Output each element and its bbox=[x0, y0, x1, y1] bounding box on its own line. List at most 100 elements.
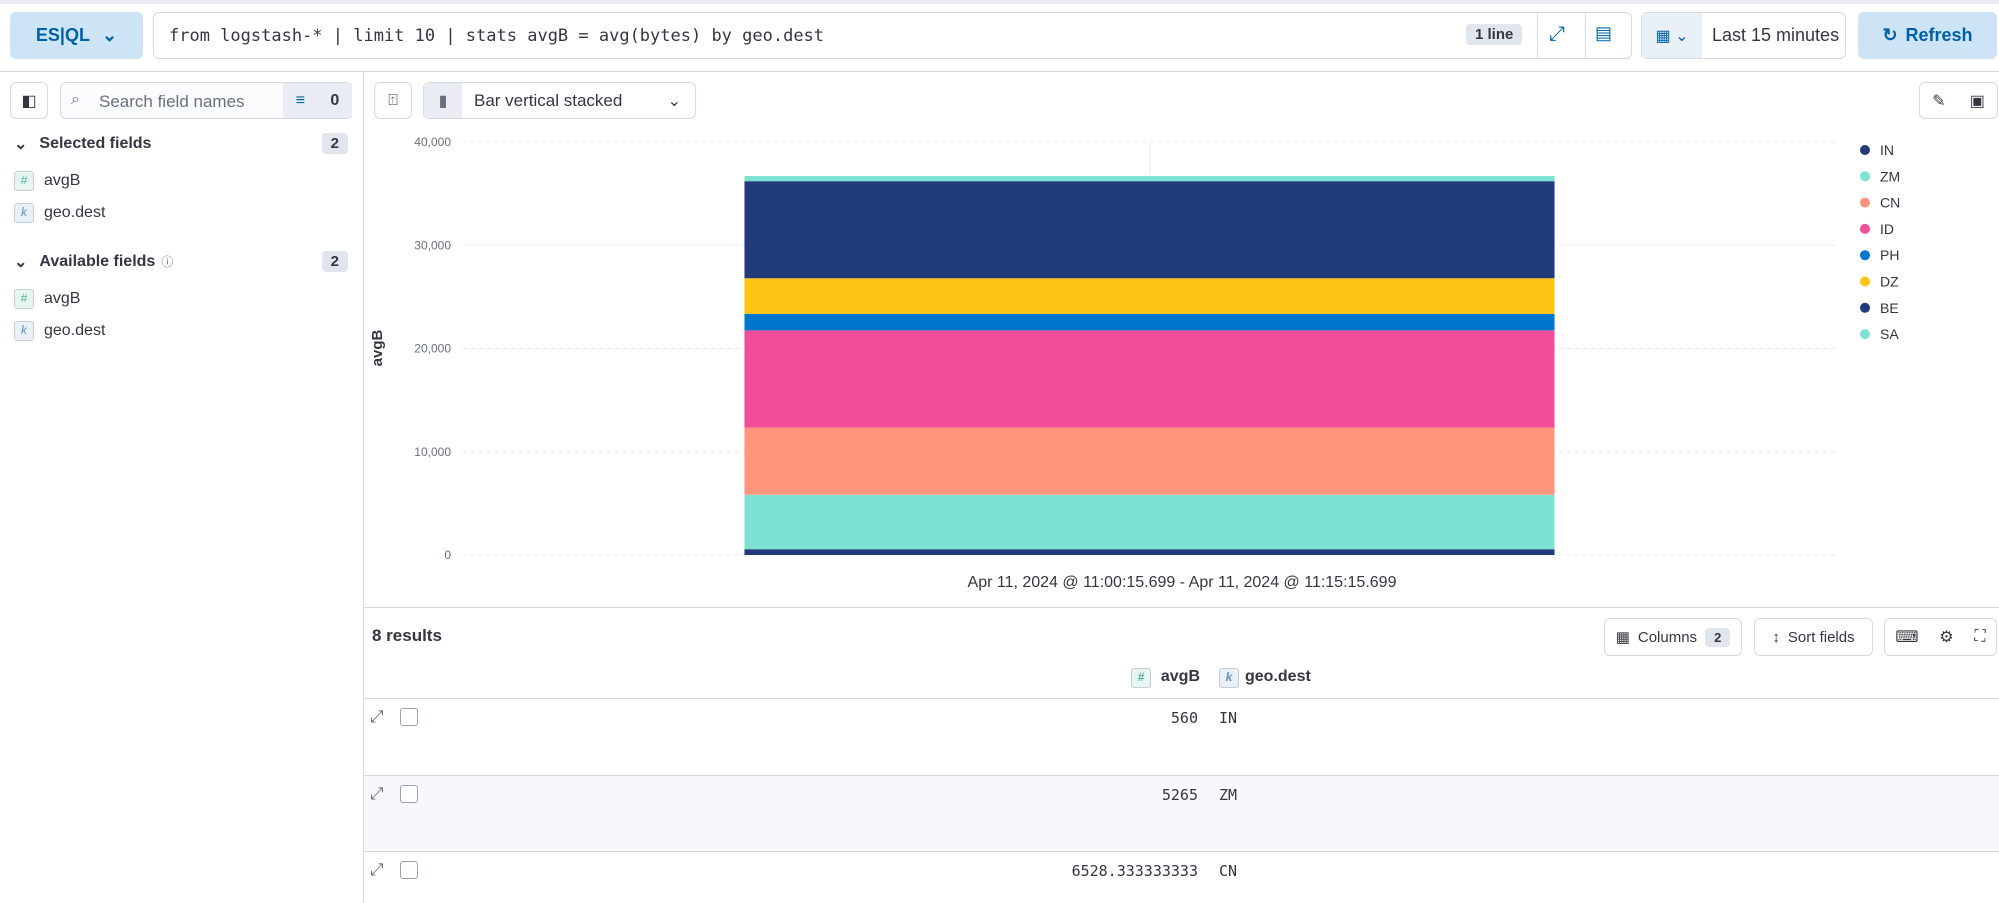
keyboard-icon[interactable]: ⌨ bbox=[1895, 629, 1919, 646]
section-count: 2 bbox=[321, 251, 348, 272]
field-item[interactable]: k geo.dest bbox=[14, 321, 105, 341]
legend-label: IN bbox=[1880, 142, 1894, 158]
save-icon[interactable]: ▣ bbox=[1969, 92, 1985, 110]
top-edge bbox=[0, 0, 1999, 4]
refresh-button[interactable]: ↻ Refresh bbox=[1858, 12, 1997, 59]
divider bbox=[364, 607, 1999, 608]
y-tick-label: 30,000 bbox=[414, 238, 451, 252]
table-row: ⤢ 6528.333333333 CN bbox=[364, 851, 1999, 903]
field-item[interactable]: # avgB bbox=[14, 171, 80, 191]
y-tick-label: 20,000 bbox=[414, 342, 451, 356]
settings-icon[interactable]: ⚙ bbox=[1939, 629, 1954, 646]
language: ES|QL bbox=[35, 25, 90, 45]
section-title: Selected fields bbox=[39, 134, 152, 152]
legend-label: PH bbox=[1880, 247, 1899, 263]
section-count: 2 bbox=[321, 133, 348, 154]
bar-segment bbox=[744, 427, 1555, 495]
expand-row[interactable]: ⤢ bbox=[370, 783, 384, 803]
field-type: # bbox=[1130, 668, 1151, 688]
section-title: Available fields bbox=[39, 252, 156, 270]
legend-swatch bbox=[1860, 197, 1870, 208]
legend-label: BE bbox=[1880, 300, 1899, 316]
sort-label: Sort fields bbox=[1787, 628, 1855, 646]
legend-label: SA bbox=[1880, 326, 1899, 342]
refresh-label: Refresh bbox=[1905, 25, 1973, 45]
selected-fields-header[interactable]: ⌄ Selected fields 2 bbox=[14, 133, 348, 154]
date-picker[interactable]: ▦ ⌄ Last 15 minutes bbox=[1641, 12, 1846, 59]
columns-icon: ▦ bbox=[1615, 629, 1630, 646]
expand-icon[interactable]: ⤢ bbox=[1549, 23, 1565, 45]
field-type: # bbox=[14, 289, 34, 309]
sort-icon: ↕ bbox=[1772, 628, 1780, 646]
chevron: ⌄ bbox=[101, 25, 118, 45]
bar-segment bbox=[744, 278, 1555, 314]
edit-icon[interactable]: ✎ bbox=[1932, 92, 1946, 110]
row-checkbox[interactable] bbox=[400, 784, 418, 803]
search-icon: ⌕ bbox=[71, 91, 80, 108]
chevron: ⌄ bbox=[14, 253, 28, 271]
divider bbox=[0, 71, 1999, 72]
refresh-icon: ↻ bbox=[1882, 25, 1898, 45]
cell-geo-dest: IN bbox=[1219, 709, 1238, 727]
chevron: ⌄ bbox=[14, 135, 28, 153]
available-fields-header[interactable]: ⌄ Available fields ⓘ 2 bbox=[14, 251, 348, 272]
row-checkbox[interactable] bbox=[400, 708, 418, 726]
search-placeholder: Search field names bbox=[99, 92, 245, 111]
column-name: geo.dest bbox=[1245, 668, 1311, 685]
table-body: ⤢ 560 IN ⤢ 5265 ZM ⤢ 6528.333333333 CN bbox=[364, 698, 1999, 903]
chevron: ⌄ bbox=[667, 92, 681, 110]
filter-count: 0 bbox=[330, 91, 340, 109]
fullscreen-icon[interactable]: ⛶ bbox=[1974, 628, 1986, 645]
legend-label: DZ bbox=[1880, 274, 1899, 290]
column-header[interactable]: # avgB bbox=[1040, 668, 1200, 688]
chart-type-icon: ▮ bbox=[424, 83, 462, 118]
expand-row[interactable]: ⤢ bbox=[370, 707, 384, 726]
query-text: from logstash-* | limit 10 | stats avgB … bbox=[169, 26, 825, 46]
bar-segment bbox=[744, 494, 1555, 550]
divider bbox=[1585, 13, 1586, 58]
table-row: ⤢ 5265 ZM bbox=[364, 774, 1999, 852]
sort-button[interactable]: ↕ Sort fields bbox=[1754, 618, 1873, 656]
toggle-chart[interactable]: ⍐ bbox=[374, 82, 412, 119]
bar-segment bbox=[744, 330, 1555, 428]
column-name: avgB bbox=[1160, 668, 1200, 685]
field-search[interactable]: ⌕ Search field names ≡ 0 bbox=[60, 82, 352, 119]
docs-icon[interactable]: ▤ bbox=[1595, 23, 1613, 43]
chart-type: Bar vertical stacked bbox=[474, 90, 623, 110]
query-editor[interactable]: from logstash-* | limit 10 | stats avgB … bbox=[153, 12, 1632, 59]
field-type: k bbox=[14, 203, 34, 223]
calendar-icon[interactable]: ▦ ⌄ bbox=[1642, 13, 1702, 58]
language-button[interactable]: ES|QL ⌄ bbox=[10, 12, 143, 59]
field-item[interactable]: k geo.dest bbox=[14, 203, 105, 223]
time-range: Last 15 minutes bbox=[1712, 25, 1840, 45]
chart-type-select[interactable]: ▮ Bar vertical stacked ⌄ bbox=[423, 82, 696, 119]
legend-label: ZM bbox=[1880, 168, 1900, 184]
cell-avgB: 5265 bbox=[1161, 785, 1198, 804]
columns-label: Columns bbox=[1637, 628, 1698, 646]
legend-label: ID bbox=[1880, 221, 1894, 237]
y-tick-label: 40,000 bbox=[414, 135, 451, 149]
filter-button[interactable]: ≡ 0 bbox=[283, 83, 352, 118]
field-name: geo.dest bbox=[44, 322, 106, 339]
column-header[interactable]: k geo.dest bbox=[1219, 668, 1311, 688]
expand-row[interactable]: ⤢ bbox=[370, 860, 384, 879]
cell-geo-dest: ZM bbox=[1219, 785, 1238, 804]
y-axis-title: avgB bbox=[369, 329, 386, 366]
field-item[interactable]: # avgB bbox=[14, 289, 80, 309]
results-count: 8 results bbox=[372, 626, 442, 645]
columns-button[interactable]: ▦ Columns 2 bbox=[1604, 618, 1742, 656]
field-name: geo.dest bbox=[44, 204, 106, 221]
bar-segment bbox=[744, 549, 1555, 555]
y-tick-label: 0 bbox=[444, 548, 451, 562]
x-axis-title: Apr 11, 2024 @ 11:00:15.699 - Apr 11, 20… bbox=[968, 574, 1397, 591]
table-row: ⤢ 560 IN bbox=[364, 698, 1999, 775]
lines-badge: 1 line bbox=[1466, 24, 1523, 45]
legend-label: CN bbox=[1880, 195, 1900, 211]
legend-swatch bbox=[1860, 329, 1870, 340]
info-icon[interactable]: ⓘ bbox=[161, 255, 174, 269]
collapse-sidebar[interactable]: ◧ bbox=[10, 82, 48, 119]
columns-count: 2 bbox=[1705, 627, 1731, 647]
row-checkbox[interactable] bbox=[400, 861, 418, 879]
bar-segment bbox=[744, 313, 1555, 331]
